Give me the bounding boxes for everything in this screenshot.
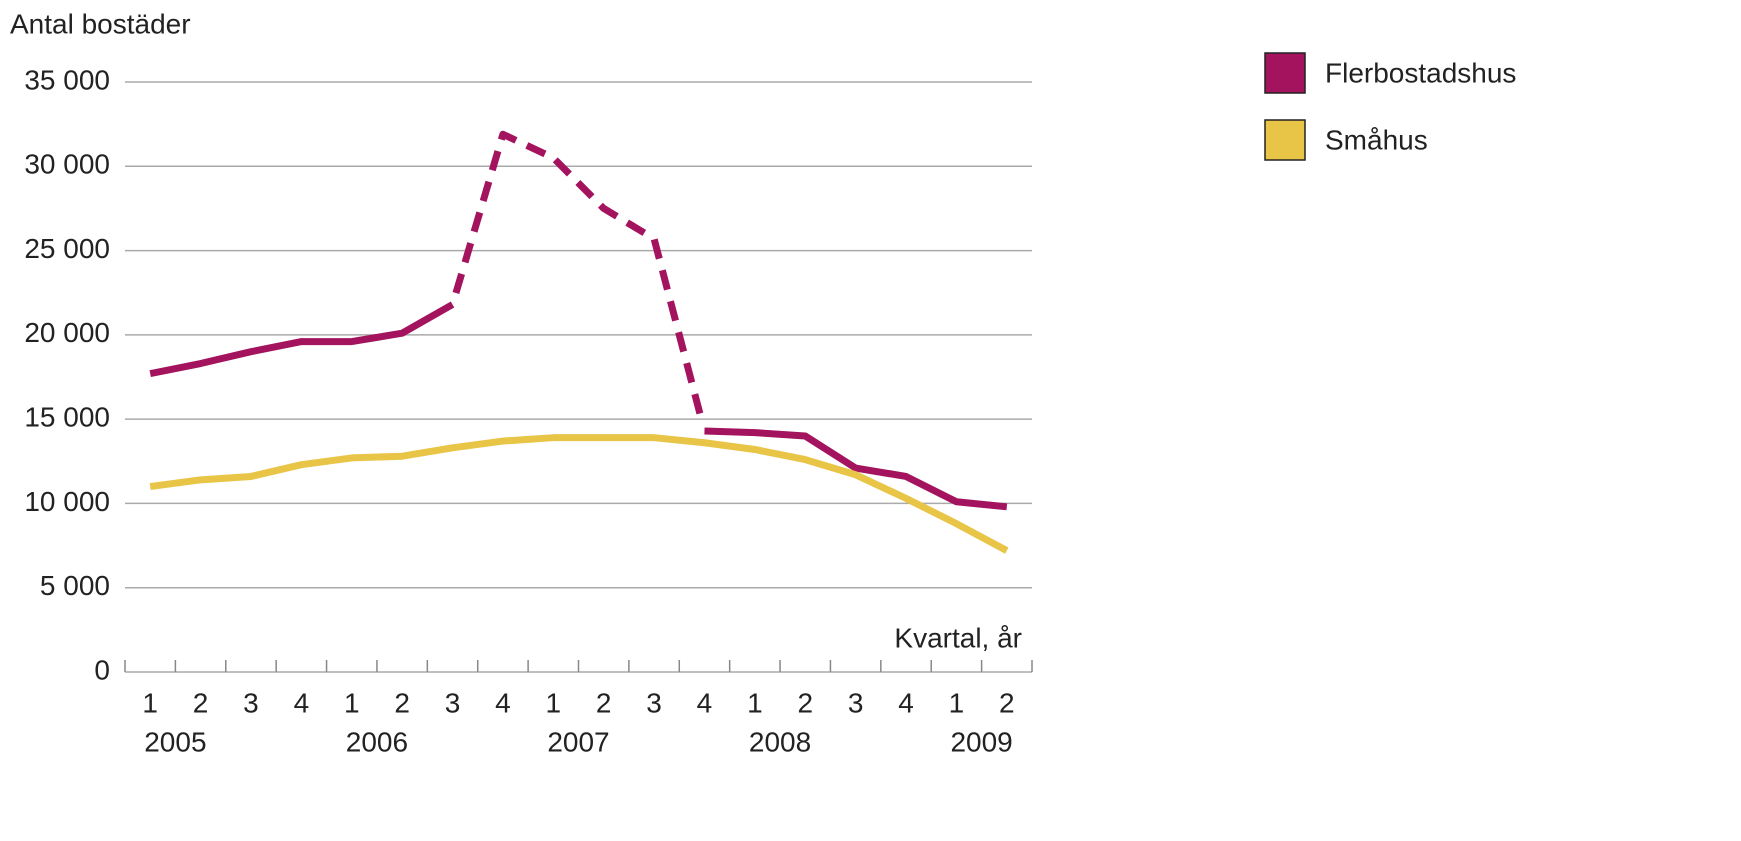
x-tick-label: 1 — [747, 687, 763, 718]
year-label: 2006 — [346, 726, 408, 757]
legend-label: Flerbostadshus — [1325, 57, 1516, 88]
x-tick-label: 1 — [344, 687, 360, 718]
x-tick-label: 2 — [596, 687, 612, 718]
y-tick-label: 0 — [94, 654, 110, 685]
series-line — [149, 130, 1008, 511]
y-tick-label: 25 000 — [24, 233, 110, 264]
y-tick-label: 20 000 — [24, 317, 110, 348]
x-tick-label: 1 — [142, 687, 158, 718]
series-line — [149, 434, 1009, 554]
year-label: 2008 — [749, 726, 811, 757]
x-tick-label: 4 — [495, 687, 511, 718]
x-tick-label: 4 — [898, 687, 914, 718]
x-tick-label: 3 — [848, 687, 864, 718]
y-tick-label: 5 000 — [40, 570, 110, 601]
year-label: 2009 — [950, 726, 1012, 757]
year-label: 2005 — [144, 726, 206, 757]
legend-swatch — [1264, 52, 1306, 94]
y-tick-label: 35 000 — [24, 64, 110, 95]
x-axis-label: Kvartal, år — [894, 622, 1022, 653]
x-tick-label: 1 — [949, 687, 965, 718]
x-tick-label: 1 — [546, 687, 562, 718]
legend-label: Småhus — [1325, 124, 1428, 155]
year-label: 2007 — [547, 726, 609, 757]
x-tick-label: 3 — [646, 687, 662, 718]
y-tick-label: 15 000 — [24, 402, 110, 433]
x-tick-label: 4 — [294, 687, 310, 718]
legend-swatch — [1264, 119, 1306, 161]
x-tick-label: 2 — [797, 687, 813, 718]
y-tick-label: 30 000 — [24, 149, 110, 180]
x-tick-label: 3 — [445, 687, 461, 718]
x-tick-label: 4 — [697, 687, 713, 718]
x-tick-label: 3 — [243, 687, 259, 718]
y-tick-label: 10 000 — [24, 486, 110, 517]
x-tick-label: 2 — [394, 687, 410, 718]
x-tick-label: 2 — [999, 687, 1015, 718]
y-axis-label: Antal bostäder — [10, 8, 191, 39]
x-tick-label: 2 — [193, 687, 209, 718]
